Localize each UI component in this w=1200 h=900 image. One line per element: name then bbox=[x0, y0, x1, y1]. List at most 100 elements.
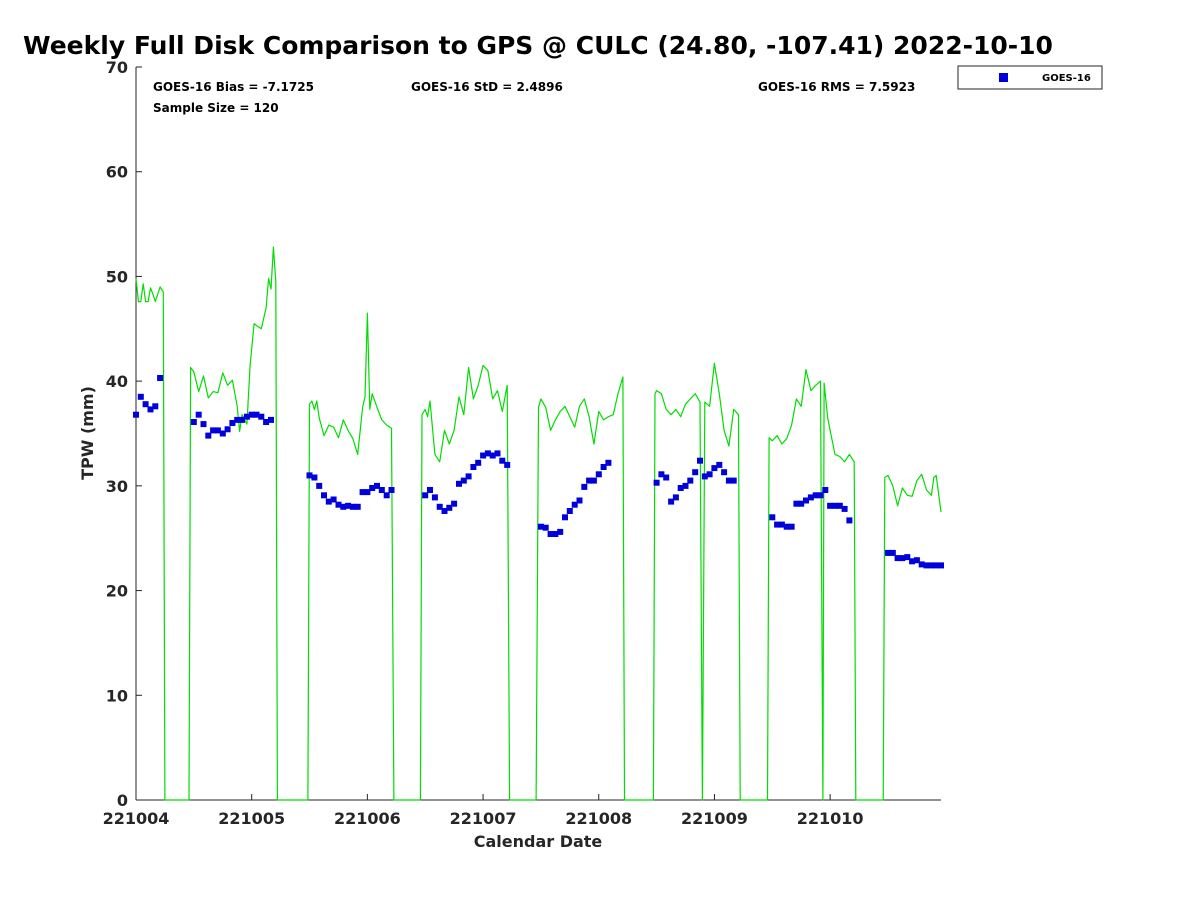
goes16-point bbox=[441, 508, 448, 514]
goes16-point bbox=[378, 487, 385, 493]
goes16-point bbox=[306, 472, 313, 479]
goes16-point bbox=[229, 420, 236, 426]
y-tick-label: 0 bbox=[117, 791, 128, 810]
y-tick-label: 20 bbox=[106, 582, 128, 601]
x-tick-label: 221010 bbox=[797, 809, 864, 828]
goes16-point bbox=[205, 432, 212, 439]
goes16-point bbox=[431, 494, 438, 501]
goes16-point bbox=[248, 411, 255, 418]
goes16-point bbox=[475, 459, 482, 466]
goes16-point bbox=[846, 517, 853, 524]
goes16-point bbox=[668, 498, 675, 505]
goes16-point bbox=[214, 427, 221, 434]
goes16-point bbox=[542, 524, 549, 531]
goes16-point bbox=[711, 465, 718, 472]
rms-stat: GOES-16 RMS = 7.5923 bbox=[758, 80, 915, 94]
goes16-point bbox=[793, 500, 800, 507]
goes16-point bbox=[904, 554, 911, 561]
goes16-point bbox=[504, 461, 511, 468]
goes16-point bbox=[899, 555, 906, 562]
goes16-point bbox=[369, 485, 376, 491]
goes16-point bbox=[832, 502, 838, 509]
sample-size-stat: Sample Size = 120 bbox=[153, 101, 279, 115]
goes16-point bbox=[268, 416, 274, 423]
goes16-point bbox=[841, 505, 848, 512]
chart-title: Weekly Full Disk Comparison to GPS @ CUL… bbox=[23, 31, 1053, 60]
y-tick-label: 60 bbox=[106, 163, 128, 182]
y-tick-label: 10 bbox=[106, 686, 128, 705]
goes16-point bbox=[677, 485, 684, 491]
goes16-point bbox=[354, 503, 361, 510]
goes16-point bbox=[234, 416, 241, 423]
goes16-point bbox=[311, 474, 318, 481]
goes16-point bbox=[422, 492, 429, 499]
goes16-point bbox=[590, 477, 597, 484]
goes16-point bbox=[465, 473, 472, 480]
goes16-point bbox=[195, 411, 202, 418]
goes16-point bbox=[706, 471, 713, 478]
goes16-point bbox=[778, 521, 785, 528]
goes16-point bbox=[807, 494, 814, 501]
goes16-point bbox=[494, 450, 501, 457]
goes16-point bbox=[152, 403, 159, 410]
goes16-point bbox=[803, 497, 809, 504]
goes16-point bbox=[489, 452, 496, 459]
x-tick-label: 221006 bbox=[334, 809, 401, 828]
y-ticks: 0 10 20 30 40 50 60 70 bbox=[106, 58, 142, 810]
x-tick-label: 221004 bbox=[103, 809, 170, 828]
goes16-point bbox=[566, 508, 573, 514]
goes16-point bbox=[451, 500, 458, 507]
goes16-point bbox=[913, 557, 920, 564]
goes16-point bbox=[658, 471, 665, 478]
goes16-point bbox=[137, 393, 144, 400]
goes16-point bbox=[605, 459, 612, 466]
goes16-point bbox=[725, 477, 732, 484]
gps-tpw-line bbox=[135, 246, 942, 801]
y-tick-label: 70 bbox=[106, 58, 128, 77]
bias-stat: GOES-16 Bias = -7.1725 bbox=[153, 80, 314, 94]
goes16-point bbox=[436, 503, 443, 510]
goes16-point bbox=[697, 457, 703, 464]
goes16-point bbox=[774, 521, 781, 528]
goes16-point bbox=[349, 503, 356, 510]
goes16-point bbox=[335, 501, 342, 508]
goes16-point bbox=[653, 479, 660, 486]
goes16-point bbox=[316, 482, 323, 489]
goes16-point bbox=[581, 483, 588, 490]
legend-label-goes16: GOES-16 bbox=[1042, 73, 1091, 84]
y-axis-label: TPW (mm) bbox=[78, 386, 97, 480]
goes16-point bbox=[484, 450, 491, 457]
x-ticks: 221004 221005 221006 221007 221008 221009 2210… bbox=[103, 794, 864, 828]
goes16-point bbox=[345, 502, 352, 509]
goes16-point bbox=[600, 464, 607, 470]
goes16-point bbox=[783, 523, 790, 530]
goes16-point bbox=[157, 375, 164, 381]
goes16-point bbox=[364, 489, 371, 496]
goes16-point bbox=[918, 561, 925, 568]
goes16-point bbox=[142, 401, 149, 408]
y-tick-label: 50 bbox=[106, 267, 128, 286]
goes16-point bbox=[446, 504, 453, 511]
goes16-point bbox=[894, 555, 901, 562]
goes16-point bbox=[836, 502, 843, 509]
goes16-point bbox=[571, 501, 578, 508]
goes16-point bbox=[190, 419, 197, 425]
x-axis-label: Calendar Date bbox=[474, 832, 603, 851]
goes16-point bbox=[374, 482, 380, 489]
goes16-point bbox=[200, 421, 207, 428]
std-stat: GOES-16 StD = 2.4896 bbox=[411, 80, 563, 94]
goes16-point bbox=[586, 477, 593, 484]
goes16-point bbox=[576, 497, 583, 504]
goes16-point bbox=[923, 562, 930, 569]
y-tick-label: 30 bbox=[106, 477, 128, 496]
x-tick-label: 221007 bbox=[450, 809, 517, 828]
goes16-point bbox=[933, 562, 940, 569]
goes16-point bbox=[716, 461, 723, 468]
goes16-point bbox=[321, 492, 327, 499]
goes16-point bbox=[721, 469, 728, 476]
goes16-point bbox=[885, 549, 891, 556]
goes16-point bbox=[730, 477, 737, 484]
goes16-point bbox=[827, 502, 834, 509]
goes16-point bbox=[557, 528, 564, 535]
